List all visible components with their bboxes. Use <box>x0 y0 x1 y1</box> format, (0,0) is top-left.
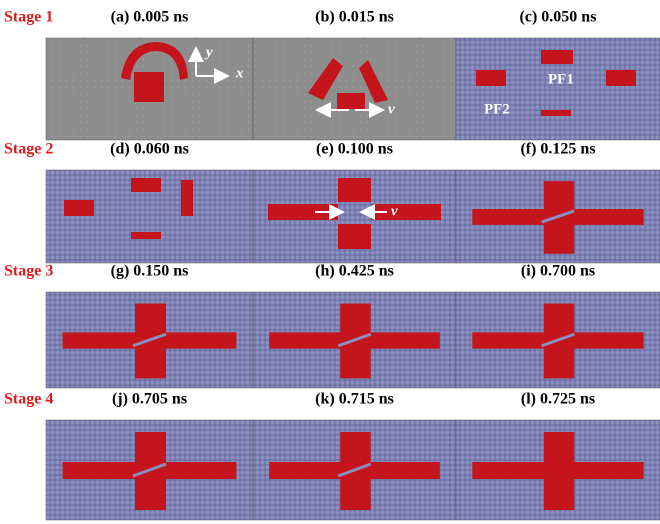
red-film <box>181 180 193 216</box>
red-film <box>64 200 94 216</box>
snapshot-panel <box>46 38 253 140</box>
snapshot-panel <box>456 292 660 388</box>
snapshot-panel <box>46 292 253 388</box>
panel-annotation: x <box>235 65 244 81</box>
snapshot-panel <box>253 38 456 140</box>
panel-annotation: y <box>204 44 213 60</box>
red-film <box>338 178 371 202</box>
red-film <box>338 224 371 249</box>
panel-title: (b) 0.015 ns <box>315 9 394 26</box>
snapshot-panel <box>456 420 660 520</box>
panel-title: (h) 0.425 ns <box>315 263 394 280</box>
red-film <box>606 70 636 86</box>
panel-background <box>253 38 456 140</box>
snapshot-panel <box>253 292 456 388</box>
panel-title: (e) 0.100 ns <box>316 141 393 158</box>
red-film <box>544 432 575 510</box>
panel-annotation: v <box>391 203 398 219</box>
stage-label: Stage 4 <box>4 391 53 408</box>
stage-label: Stage 3 <box>4 263 53 280</box>
panel-annotation: PF2 <box>484 101 510 117</box>
snapshot-panel <box>456 38 660 140</box>
panel-title: (g) 0.150 ns <box>111 263 189 280</box>
stage-label: Stage 2 <box>4 141 53 158</box>
panel-title: (l) 0.725 ns <box>521 391 595 408</box>
panel-annotation: PF1 <box>548 71 574 87</box>
panel-title: (c) 0.050 ns <box>520 9 597 26</box>
red-film <box>337 93 365 109</box>
snapshot-panel <box>456 170 660 263</box>
snapshot-panel <box>253 420 456 520</box>
red-film <box>131 178 161 192</box>
snapshot-panel <box>46 420 253 520</box>
panel-title: (i) 0.700 ns <box>521 263 595 280</box>
red-film <box>476 70 506 86</box>
snapshot-panel <box>46 170 253 263</box>
red-film <box>541 110 571 116</box>
panel-title: (f) 0.125 ns <box>520 141 595 158</box>
figure: Stage 1 (a) 0.005 ns y x (b) 0.015 ns v (c) 0.… <box>0 0 660 524</box>
panel-title: (a) 0.005 ns <box>111 9 189 26</box>
red-film <box>131 232 161 239</box>
panel-title: (k) 0.715 ns <box>315 391 394 408</box>
panel-title: (d) 0.060 ns <box>110 141 189 158</box>
panel-title: (j) 0.705 ns <box>112 391 187 408</box>
snapshot-panel <box>253 170 456 263</box>
red-film <box>134 72 164 102</box>
stage-label: Stage 1 <box>4 9 53 26</box>
panel-annotation: v <box>388 101 395 117</box>
red-film <box>541 50 573 64</box>
